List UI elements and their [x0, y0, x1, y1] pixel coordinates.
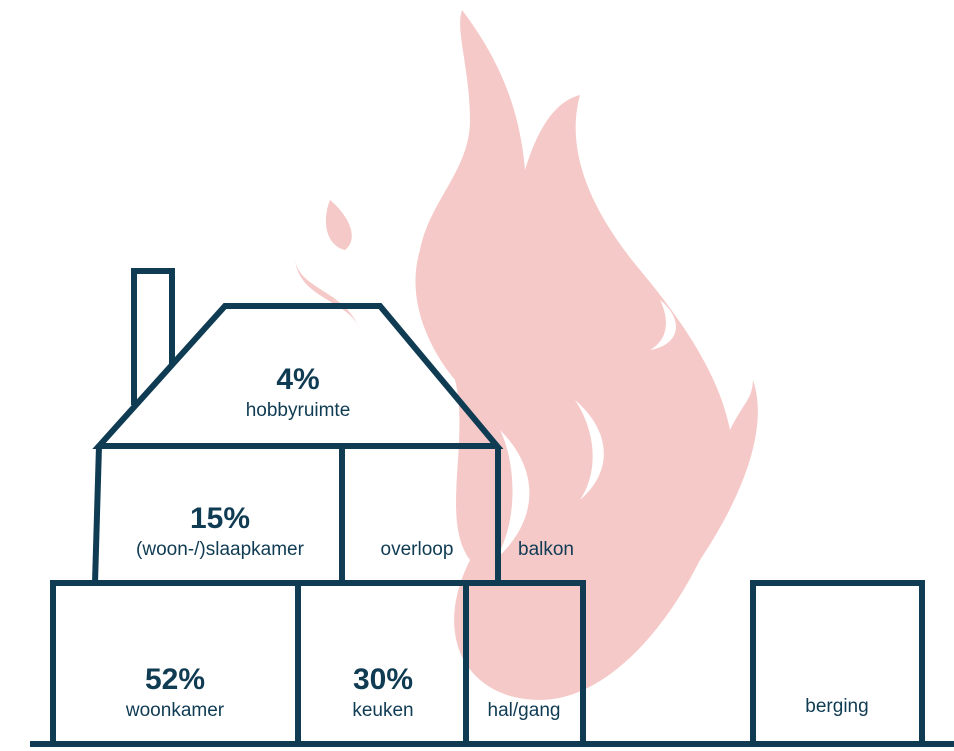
- keuken-percent: 30%: [353, 663, 413, 696]
- chimney: [131, 268, 175, 405]
- house-outline: [50, 268, 925, 744]
- balkon-label: balkon: [518, 539, 574, 560]
- roof: [92, 303, 504, 449]
- slaapkamer-label: (woon-/)slaapkamer: [136, 539, 305, 560]
- overloop-label: overloop: [381, 539, 454, 560]
- keuken-box: [298, 580, 469, 744]
- woonkamer-box: [50, 580, 301, 744]
- halgang-label: hal/gang: [488, 700, 561, 721]
- berging-box: [750, 580, 925, 744]
- hobbyruimte-percent: 4%: [276, 363, 319, 396]
- keuken-label: keuken: [352, 700, 413, 721]
- flame-icon: [295, 10, 758, 700]
- woonkamer-label: woonkamer: [125, 700, 225, 721]
- hobbyruimte-label: hobbyruimte: [246, 400, 351, 421]
- balkon-hal-wall: [498, 580, 586, 744]
- berging-label: berging: [805, 696, 868, 717]
- slaapkamer-percent: 15%: [190, 502, 250, 535]
- woonkamer-percent: 52%: [145, 663, 205, 696]
